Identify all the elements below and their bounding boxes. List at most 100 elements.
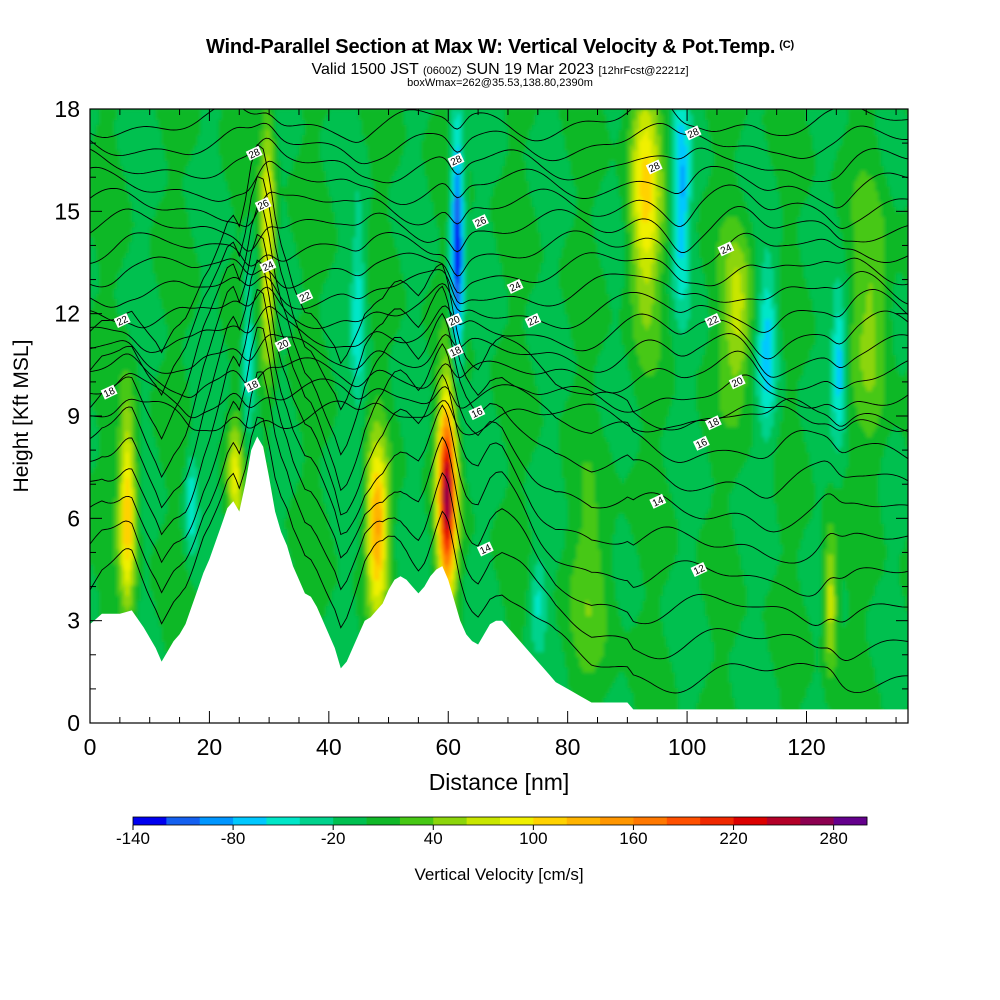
w-cell — [119, 523, 124, 530]
w-cell — [128, 344, 133, 351]
chart-title: Wind-Parallel Section at Max W: Vertical… — [0, 36, 1000, 59]
w-cell — [158, 114, 163, 120]
w-cell — [90, 344, 94, 351]
w-cell — [122, 216, 127, 223]
w-cell — [96, 139, 100, 146]
w-cell — [134, 283, 139, 289]
w-cell — [146, 482, 151, 489]
w-cell — [107, 595, 112, 601]
w-cell — [110, 543, 115, 550]
w-cell — [137, 329, 142, 335]
w-cell — [101, 574, 106, 581]
w-cell — [131, 584, 136, 591]
w-cell — [96, 329, 100, 335]
w-cell — [90, 160, 94, 166]
w-cell — [149, 134, 154, 141]
w-cell — [122, 323, 127, 330]
w-cell — [128, 247, 133, 253]
w-cell — [128, 554, 133, 560]
w-cell — [137, 574, 142, 581]
w-cell — [143, 492, 148, 499]
w-cell — [107, 503, 112, 509]
w-cell — [161, 436, 166, 443]
w-cell — [149, 160, 154, 166]
w-cell — [128, 293, 133, 299]
w-cell — [161, 211, 166, 218]
w-cell — [167, 421, 172, 427]
w-cell — [143, 196, 148, 202]
w-cell — [137, 252, 142, 259]
w-cell — [152, 518, 157, 525]
w-cell — [131, 109, 136, 115]
w-cell — [149, 492, 154, 499]
w-cell — [155, 231, 160, 238]
w-cell — [104, 298, 109, 305]
w-cell — [128, 497, 133, 504]
w-cell — [170, 528, 175, 535]
w-cell — [167, 109, 172, 115]
w-cell — [152, 139, 157, 146]
w-cell — [90, 359, 94, 366]
w-cell — [110, 518, 115, 525]
w-cell — [143, 149, 148, 156]
w-cell — [152, 523, 157, 530]
w-cell — [131, 221, 136, 228]
w-cell — [152, 252, 157, 259]
w-cell — [158, 446, 163, 453]
w-cell — [99, 231, 103, 238]
w-cell — [143, 497, 148, 504]
w-cell — [96, 610, 100, 617]
w-cell — [101, 114, 106, 120]
w-cell — [146, 206, 151, 212]
w-cell — [116, 574, 121, 581]
w-cell — [149, 615, 154, 622]
w-cell — [149, 369, 154, 376]
w-cell — [104, 528, 109, 535]
w-cell — [116, 416, 121, 422]
w-cell — [152, 380, 157, 386]
w-cell — [140, 334, 145, 340]
w-cell — [152, 354, 157, 361]
box-wmax-info: boxWmax=262@35.53,138.80,2390m — [0, 77, 1000, 89]
w-cell — [90, 395, 94, 402]
w-cell — [93, 559, 97, 566]
w-cell — [107, 308, 112, 315]
w-cell — [113, 364, 118, 371]
w-cell — [128, 354, 133, 361]
w-cell — [122, 503, 127, 509]
w-cell — [107, 231, 112, 238]
w-cell — [155, 641, 160, 647]
w-cell — [170, 513, 175, 519]
w-cell — [96, 308, 100, 315]
w-cell — [167, 114, 172, 120]
w-cell — [158, 334, 163, 340]
w-cell — [104, 109, 109, 115]
w-cell — [167, 441, 172, 448]
w-cell — [122, 605, 127, 612]
w-cell — [131, 508, 136, 514]
w-cell — [137, 446, 142, 453]
w-cell — [140, 497, 145, 504]
w-cell — [146, 308, 151, 315]
w-cell — [167, 528, 172, 535]
w-cell — [164, 303, 169, 310]
w-cell — [119, 595, 124, 601]
w-cell — [93, 451, 97, 458]
w-cell — [104, 206, 109, 212]
w-cell — [131, 554, 136, 560]
w-cell — [170, 462, 175, 468]
w-cell — [131, 523, 136, 530]
w-cell — [107, 416, 112, 422]
w-cell — [146, 579, 151, 586]
w-cell — [128, 283, 133, 289]
w-cell — [116, 308, 121, 315]
w-cell — [140, 579, 145, 586]
w-cell — [110, 119, 115, 125]
w-cell — [164, 600, 169, 606]
w-cell — [90, 492, 94, 499]
w-cell — [152, 155, 157, 161]
w-cell — [96, 533, 100, 540]
w-cell — [128, 543, 133, 550]
w-cell — [116, 129, 121, 136]
w-cell — [101, 339, 106, 345]
